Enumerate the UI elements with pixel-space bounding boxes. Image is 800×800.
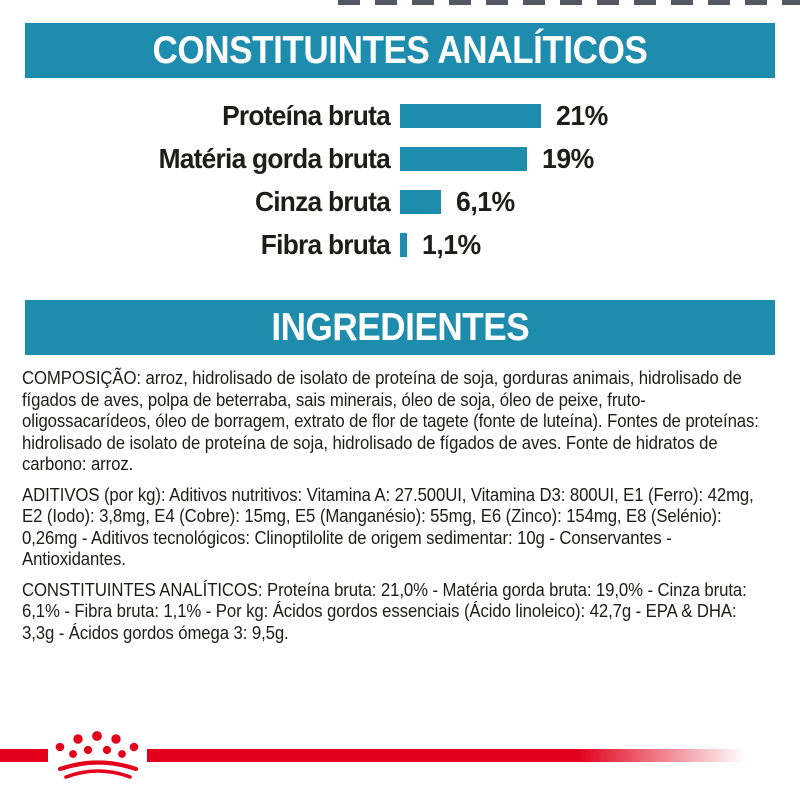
red-stripe-left: [0, 749, 48, 762]
analytical-constituents-title: CONSTITUINTES ANALÍTICOS: [152, 28, 648, 72]
bar-protein: [400, 103, 541, 128]
label-body-text: COMPOSIÇÃO: arroz, hidrolisado de isolat…: [22, 368, 772, 653]
royal-canin-crown-icon: [55, 731, 139, 779]
bar-label-fibre: Fibra bruta: [260, 228, 391, 260]
red-stripe-right: [147, 749, 745, 762]
bar-label-fat: Matéria gorda bruta: [158, 142, 391, 174]
bar-ash: [400, 189, 441, 214]
cropped-text-remnants: [338, 0, 800, 5]
brand-footer-band: [0, 728, 800, 788]
analytical-constituents-bar-chart: Proteína bruta 21% Matéria gorda bruta 1…: [0, 94, 800, 266]
chart-row: Fibra bruta 1,1%: [0, 223, 800, 266]
analytical-paragraph: CONSTITUINTES ANALÍTICOS: Proteína bruta…: [22, 579, 747, 643]
bar-fat: [400, 146, 528, 171]
ingredients-header: INGREDIENTES: [25, 300, 775, 355]
bar-value-fibre: 1,1%: [422, 228, 482, 260]
chart-row: Proteína bruta 21%: [0, 94, 800, 137]
bar-fibre: [400, 232, 408, 257]
chart-row: Matéria gorda bruta 19%: [0, 137, 800, 180]
ingredients-title: INGREDIENTES: [271, 305, 529, 349]
bar-label-ash: Cinza bruta: [254, 185, 391, 217]
chart-row: Cinza bruta 6,1%: [0, 180, 800, 223]
bar-value-protein: 21%: [555, 99, 608, 131]
bar-value-ash: 6,1%: [455, 185, 515, 217]
additives-paragraph: ADITIVOS (por kg): Aditivos nutritivos: …: [22, 484, 754, 570]
analytical-constituents-header: CONSTITUINTES ANALÍTICOS: [25, 23, 775, 78]
composition-paragraph: COMPOSIÇÃO: arroz, hidrolisado de isolat…: [22, 368, 759, 474]
bar-label-protein: Proteína bruta: [222, 99, 391, 131]
bar-value-fat: 19%: [542, 142, 595, 174]
